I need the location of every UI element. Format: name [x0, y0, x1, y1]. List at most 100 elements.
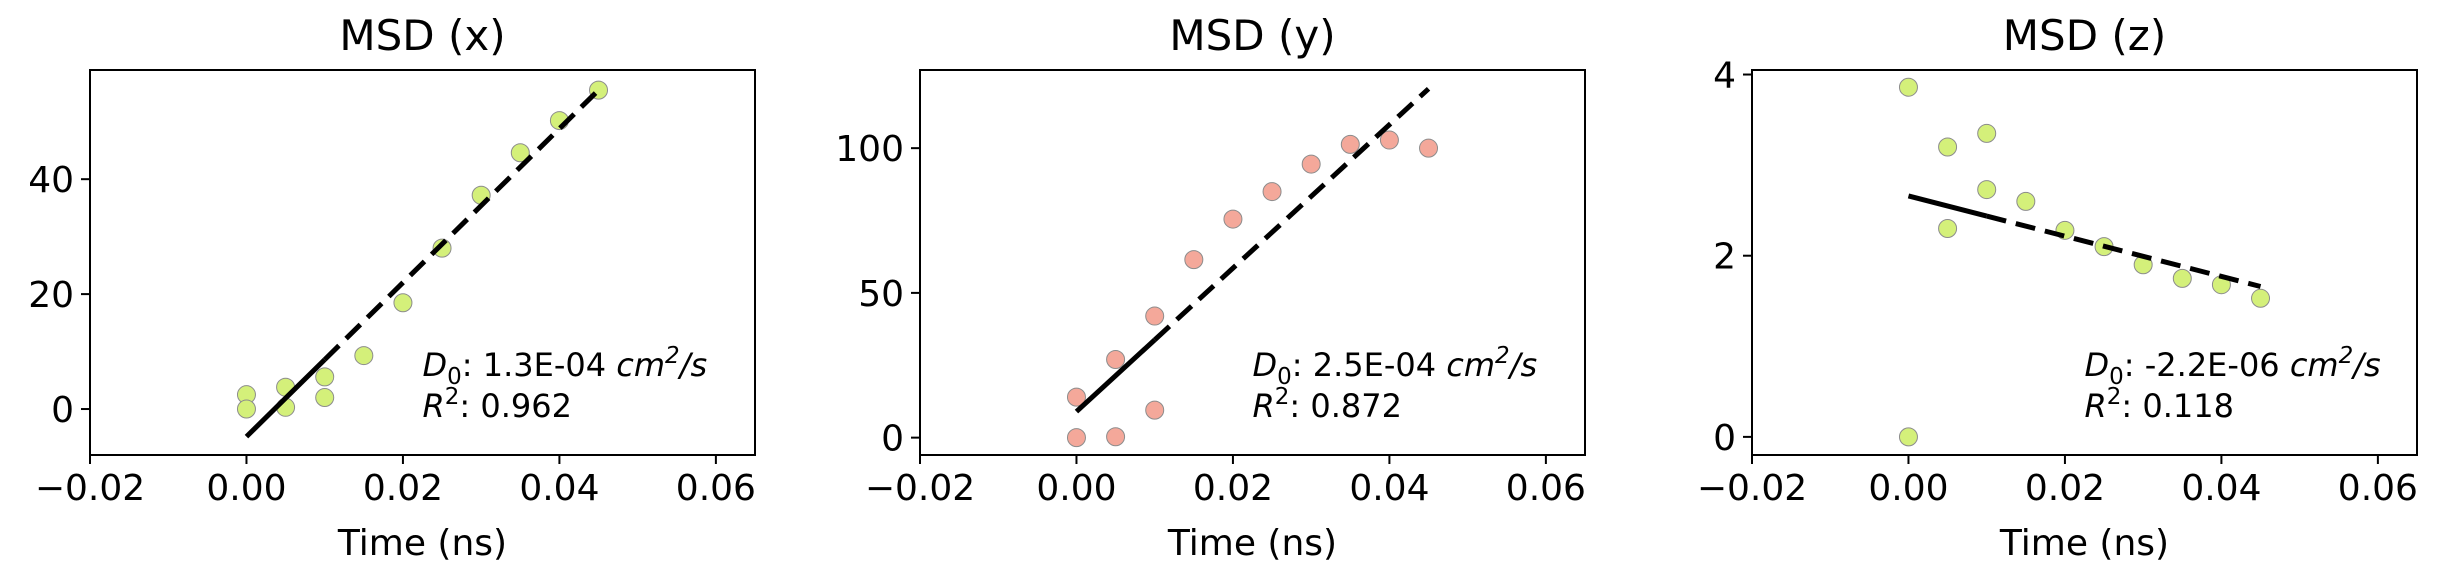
data-point — [1301, 154, 1321, 174]
r2-superscript: 2 — [1275, 384, 1290, 410]
d0-symbol: D — [1253, 346, 1278, 384]
y-tick-label: 100 — [835, 129, 904, 170]
d0-unit-tail: /s — [1507, 346, 1537, 384]
y-tick-label: 0 — [1713, 418, 1736, 459]
x-tick-label: −0.02 — [35, 468, 145, 509]
x-tick-label: 0.04 — [2181, 468, 2261, 509]
panel-title: MSD (z) — [2003, 11, 2166, 60]
r2-value: : 0.118 — [2121, 387, 2234, 425]
data-point — [432, 238, 452, 258]
fit-line-solid — [1074, 338, 1157, 414]
r2-symbol: R — [2085, 387, 2107, 425]
r2-symbol: R — [1253, 387, 1275, 425]
fit-line-solid — [1907, 193, 1988, 219]
x-tick-label: 0.02 — [363, 468, 443, 509]
data-point — [1145, 306, 1165, 326]
d0-symbol: D — [423, 346, 448, 384]
r2-symbol: R — [423, 387, 445, 425]
data-point — [1223, 209, 1243, 229]
data-point — [315, 388, 335, 408]
data-point — [2251, 288, 2271, 308]
data-point — [1145, 400, 1165, 420]
x-tick-label: 0.00 — [1036, 468, 1116, 509]
panel-title: MSD (x) — [339, 11, 505, 60]
data-point — [1938, 219, 1958, 239]
x-tick-label: −0.02 — [865, 468, 975, 509]
x-tick-label: 0.02 — [1193, 468, 1273, 509]
fit-line-dashed — [1986, 213, 2262, 289]
data-point — [1106, 349, 1126, 369]
msd-panel-2: MSD (y) −0.02 0.00 0.02 0.04 0.06 0 50 100 Time (… — [835, 11, 1586, 564]
y-tick-label: 0 — [881, 419, 904, 460]
d0-unit: cm — [2290, 346, 2339, 384]
x-axis-label: Time (ns) — [337, 523, 507, 564]
y-tick-label: 4 — [1713, 56, 1736, 97]
x-axis-label: Time (ns) — [1999, 523, 2169, 564]
data-point — [2016, 191, 2036, 211]
msd-panel-3: MSD (z) −0.02 0.00 0.02 0.04 0.06 0 2 4 Time (ns)… — [1697, 11, 2418, 564]
x-tick-label: 0.04 — [519, 468, 599, 509]
d0-value: : 2.5E-04 — [1292, 346, 1447, 384]
data-point — [1262, 182, 1282, 202]
d0-subscript: 0 — [1277, 364, 1292, 390]
axes-frame — [1751, 69, 2418, 456]
d0-value: : -2.2E-06 — [2124, 346, 2290, 384]
data-point — [1419, 138, 1439, 158]
data-point — [354, 346, 374, 366]
x-axis-label: Time (ns) — [1167, 523, 1337, 564]
d0-unit-superscript: 2 — [2339, 343, 2354, 369]
data-point — [1938, 137, 1958, 157]
d0-subscript: 0 — [447, 364, 462, 390]
r2-value: : 0.872 — [1289, 387, 1402, 425]
d0-unit-tail: /s — [2350, 346, 2380, 384]
fit-line-solid — [244, 357, 327, 439]
panel-title: MSD (y) — [1169, 11, 1335, 60]
data-point — [393, 293, 413, 313]
y-tick-label: 20 — [28, 275, 74, 316]
fit-line-dashed — [322, 88, 601, 362]
x-tick-label: 0.04 — [1349, 468, 1429, 509]
y-tick-label: 40 — [28, 160, 74, 201]
x-tick-label: 0.00 — [206, 468, 286, 509]
x-tick-label: 0.02 — [2025, 468, 2105, 509]
annotation-r2: R2: 0.962 — [423, 384, 572, 425]
annotation-d0: D0: -2.2E-06 cm2/s — [2085, 343, 2381, 390]
data-point — [1066, 387, 1086, 407]
x-tick-label: 0.06 — [676, 468, 756, 509]
data-point — [1977, 123, 1997, 143]
d0-unit-tail: /s — [677, 346, 707, 384]
data-point — [315, 367, 335, 387]
d0-unit-superscript: 2 — [665, 343, 680, 369]
data-point — [1898, 77, 1918, 97]
annotation-d0: D0: 2.5E-04 cm2/s — [1253, 343, 1538, 390]
d0-symbol: D — [2085, 346, 2110, 384]
data-point — [510, 143, 530, 163]
r2-superscript: 2 — [445, 384, 460, 410]
fit-line-dashed — [1153, 86, 1431, 342]
data-point — [2172, 268, 2192, 288]
r2-value: : 0.962 — [459, 387, 572, 425]
y-tick-label: 50 — [858, 274, 904, 315]
d0-unit: cm — [616, 346, 665, 384]
data-point — [1379, 130, 1399, 150]
data-point — [1066, 428, 1086, 448]
annotation-r2: R2: 0.872 — [1253, 384, 1402, 425]
x-tick-label: 0.00 — [1868, 468, 1948, 509]
x-tick-label: −0.02 — [1697, 468, 1807, 509]
axes-frame — [89, 69, 756, 456]
annotation-d0: D0: 1.3E-04 cm2/s — [423, 343, 708, 390]
data-point — [1340, 134, 1360, 154]
axes-frame — [919, 69, 1586, 456]
x-tick-label: 0.06 — [1506, 468, 1586, 509]
data-point — [1184, 250, 1204, 270]
data-point — [1977, 180, 1997, 200]
data-point — [1106, 427, 1126, 447]
y-tick-label: 0 — [51, 390, 74, 431]
annotation-r2: R2: 0.118 — [2085, 384, 2234, 425]
x-tick-label: 0.06 — [2338, 468, 2418, 509]
d0-unit-superscript: 2 — [1495, 343, 1510, 369]
y-tick-label: 2 — [1713, 237, 1736, 278]
d0-value: : 1.3E-04 — [462, 346, 617, 384]
